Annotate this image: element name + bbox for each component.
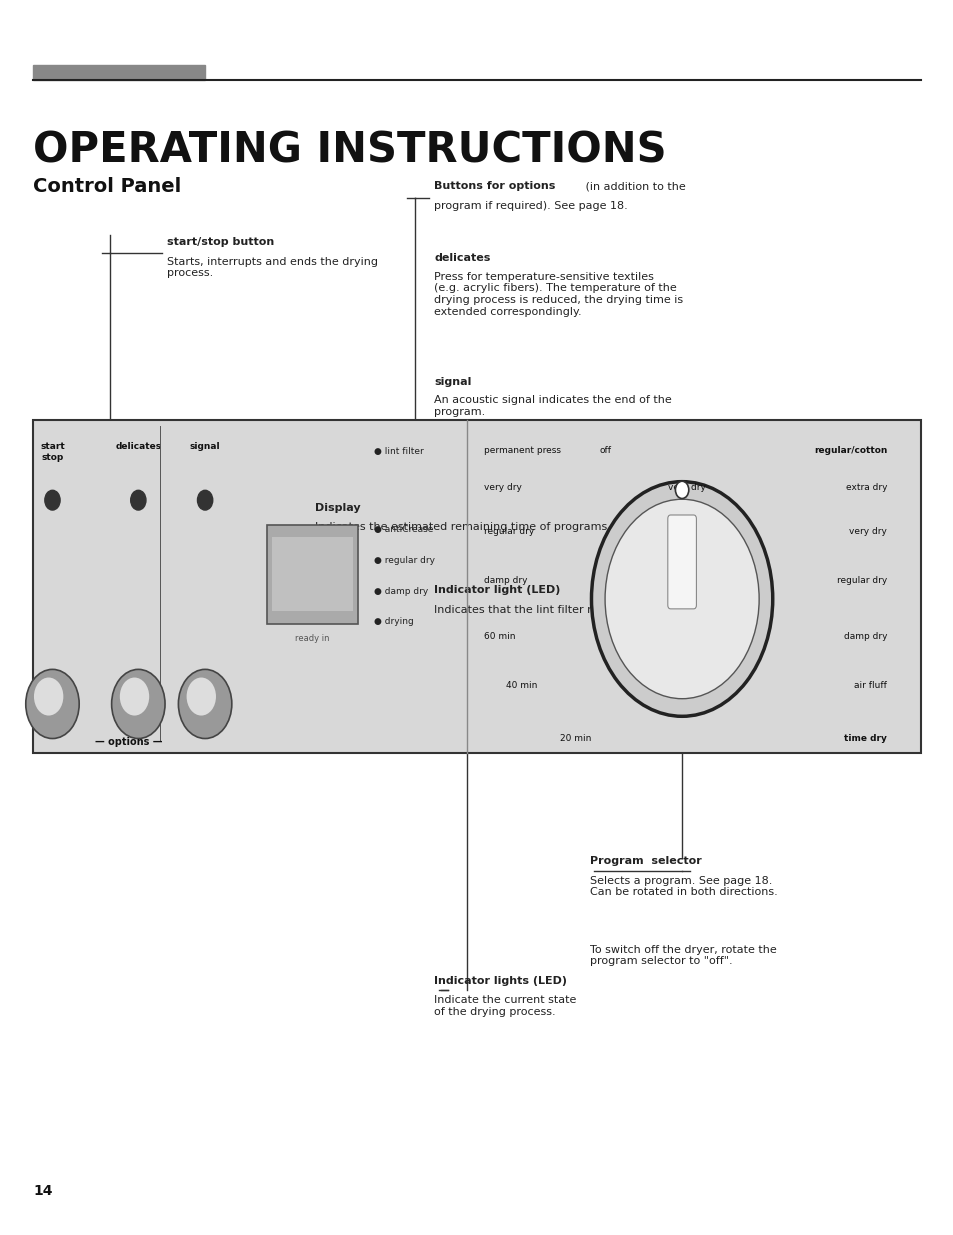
FancyBboxPatch shape: [33, 420, 920, 753]
Text: Press for temperature-sensitive textiles
(e.g. acrylic fibers). The temperature : Press for temperature-sensitive textiles…: [434, 272, 682, 316]
Circle shape: [591, 482, 772, 716]
Text: ● lint filter: ● lint filter: [374, 447, 423, 456]
Text: ● damp dry: ● damp dry: [374, 587, 428, 595]
Text: Indicator light (LED): Indicator light (LED): [434, 585, 559, 595]
Circle shape: [675, 482, 688, 499]
Text: time dry: time dry: [843, 735, 886, 743]
Text: regular/cotton: regular/cotton: [813, 446, 886, 456]
Bar: [272, 537, 353, 611]
Text: extra dry: extra dry: [844, 483, 886, 493]
Text: Selects a program. See page 18.
Can be rotated in both directions.: Selects a program. See page 18. Can be r…: [589, 876, 777, 897]
Text: regular dry: regular dry: [483, 526, 534, 536]
Circle shape: [45, 490, 60, 510]
Bar: [33, 65, 205, 80]
Text: start
stop: start stop: [40, 442, 65, 462]
Text: 14: 14: [33, 1184, 52, 1198]
Text: off: off: [599, 446, 611, 456]
Circle shape: [131, 490, 146, 510]
Text: permanent press: permanent press: [483, 446, 560, 456]
Bar: [267, 525, 357, 624]
Text: regular dry: regular dry: [836, 576, 886, 585]
Text: OPERATING INSTRUCTIONS: OPERATING INSTRUCTIONS: [33, 130, 666, 172]
Text: An acoustic signal indicates the end of the
program.: An acoustic signal indicates the end of …: [434, 395, 671, 416]
Text: signal: signal: [434, 377, 471, 387]
Circle shape: [178, 669, 232, 739]
Text: Indicate the current state
of the drying process.: Indicate the current state of the drying…: [434, 995, 576, 1016]
Text: Display: Display: [314, 503, 360, 513]
Text: 60 min: 60 min: [483, 631, 515, 641]
Text: — options —: — options —: [95, 737, 162, 747]
Text: start/stop button: start/stop button: [167, 237, 274, 247]
Text: delicates: delicates: [434, 253, 490, 263]
Text: damp dry: damp dry: [842, 631, 886, 641]
Text: Program  selector: Program selector: [589, 856, 700, 866]
Text: 40 min: 40 min: [505, 680, 537, 690]
Text: program if required). See page 18.: program if required). See page 18.: [434, 201, 627, 211]
Text: air fluff: air fluff: [854, 680, 886, 690]
Text: Control Panel: Control Panel: [33, 177, 181, 195]
Text: Starts, interrupts and ends the drying
process.: Starts, interrupts and ends the drying p…: [167, 257, 377, 278]
Circle shape: [120, 678, 149, 715]
Text: ● antiCrease: ● antiCrease: [374, 525, 433, 534]
Text: Indicates the estimated remaining time of programs.: Indicates the estimated remaining time o…: [314, 522, 610, 532]
Text: ready in: ready in: [294, 634, 330, 642]
Text: ● drying: ● drying: [374, 618, 414, 626]
Text: very dry: very dry: [667, 483, 705, 493]
Circle shape: [34, 678, 63, 715]
Text: very dry: very dry: [483, 483, 521, 493]
Circle shape: [26, 669, 79, 739]
Text: 20 min: 20 min: [559, 735, 590, 743]
Text: (in addition to the: (in addition to the: [581, 182, 685, 191]
Text: Buttons for options: Buttons for options: [434, 182, 555, 191]
Text: To switch off the dryer, rotate the
program selector to "off".: To switch off the dryer, rotate the prog…: [589, 945, 776, 966]
Text: delicates: delicates: [115, 442, 161, 451]
FancyBboxPatch shape: [667, 515, 696, 609]
Text: ● regular dry: ● regular dry: [374, 556, 435, 564]
Text: signal: signal: [190, 442, 220, 451]
Circle shape: [197, 490, 213, 510]
Text: damp dry: damp dry: [483, 576, 527, 585]
Text: Indicates that the lint filter requires cleaning.: Indicates that the lint filter requires …: [434, 605, 687, 615]
Circle shape: [112, 669, 165, 739]
Text: very dry: very dry: [848, 526, 886, 536]
Circle shape: [187, 678, 215, 715]
Circle shape: [604, 499, 759, 699]
Text: Indicator lights (LED): Indicator lights (LED): [434, 976, 566, 986]
